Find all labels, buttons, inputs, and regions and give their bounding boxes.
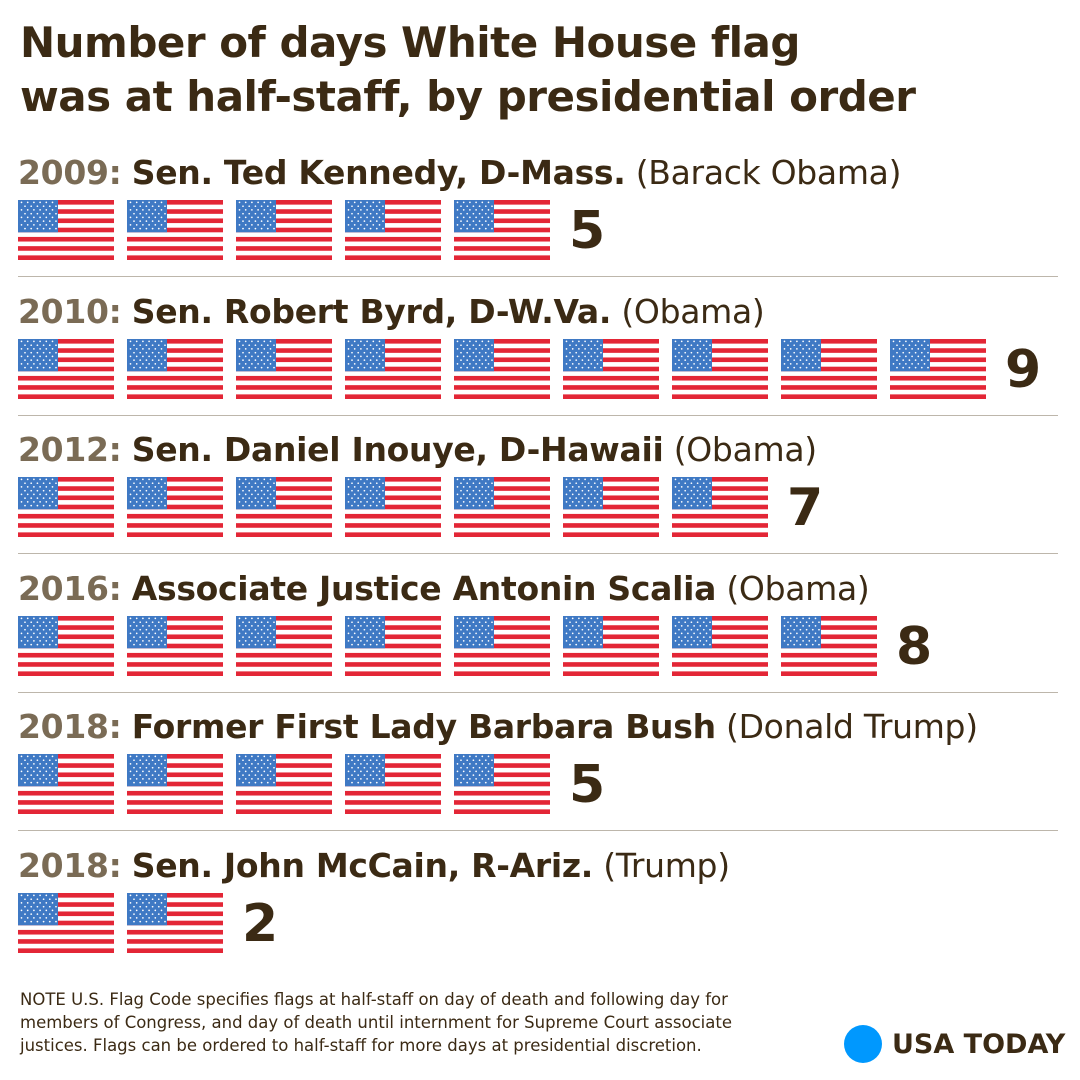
chart-title: Number of days White House flag was at h… [20, 16, 1060, 124]
us-flag-icon [236, 338, 332, 399]
row-divider [18, 830, 1058, 831]
row-president: (Obama) [726, 568, 870, 608]
row-honoree: Sen. John McCain, R-Ariz. [131, 845, 594, 885]
flag-strip [18, 754, 1058, 816]
footnote-line-1: NOTE U.S. Flag Code specifies flags at h… [20, 990, 728, 1009]
brand-circle-icon [844, 1025, 882, 1063]
us-flag-icon [236, 615, 332, 676]
us-flag-icon [236, 200, 332, 260]
row-label: 2012: Sen. Daniel Inouye, D-Hawaii (Obam… [18, 429, 817, 471]
us-flag-icon [563, 477, 659, 537]
row-divider [18, 414, 1058, 416]
us-flag-icon [672, 338, 768, 399]
brand-logo: USA TODAY [844, 1024, 1065, 1064]
row-honoree: Associate Justice Antonin Scalia [131, 568, 717, 608]
row-year: 2018: [18, 845, 122, 885]
us-flag-icon [18, 754, 114, 814]
row-divider [18, 691, 1058, 693]
us-flag-icon [454, 477, 550, 537]
row-year: 2012: [18, 430, 122, 469]
us-flag-icon [454, 200, 550, 260]
row-day-count: 8 [896, 616, 933, 677]
us-flag-icon [18, 338, 114, 399]
us-flag-icon [672, 615, 768, 676]
us-flag-icon [781, 615, 877, 676]
row-divider [18, 276, 1058, 277]
footnote-line-2: members of Congress, and day of death un… [20, 1013, 732, 1032]
us-flag-icon [563, 338, 659, 399]
us-flag-icon [18, 477, 114, 537]
us-flag-icon [127, 892, 223, 953]
row-label: 2016: Associate Justice Antonin Scalia (… [18, 568, 870, 610]
row-day-count: 7 [787, 478, 824, 538]
brand-name: USA TODAY [892, 1028, 1066, 1060]
row-label: 2009: Sen. Ted Kennedy, D-Mass. (Barack … [18, 152, 901, 194]
row-year: 2016: [18, 568, 122, 608]
us-flag-icon [127, 200, 223, 260]
row-label: 2010: Sen. Robert Byrd, D-W.Va. (Obama) [18, 291, 765, 333]
us-flag-icon [781, 338, 877, 399]
us-flag-icon [345, 338, 441, 399]
row-label: 2018: Sen. John McCain, R-Ariz. (Trump) [18, 845, 730, 887]
us-flag-icon [345, 754, 441, 814]
us-flag-icon [672, 477, 768, 537]
row-honoree: Sen. Robert Byrd, D-W.Va. [131, 291, 612, 331]
us-flag-icon [345, 477, 441, 537]
row-year: 2009: [18, 153, 122, 192]
us-flag-icon [127, 338, 223, 399]
row-honoree: Sen. Daniel Inouye, D-Hawaii [131, 430, 664, 469]
chart-row: 2010: Sen. Robert Byrd, D-W.Va. (Obama) 9 [18, 291, 1058, 416]
row-president: (Barack Obama) [635, 153, 902, 192]
row-label: 2018: Former First Lady Barbara Bush (Do… [18, 706, 978, 748]
footnote-line-3: justices. Flags can be ordered to half-s… [20, 1036, 702, 1055]
flag-strip [18, 892, 1058, 955]
us-flag-icon [345, 615, 441, 676]
row-year: 2018: [18, 707, 122, 746]
us-flag-icon [127, 615, 223, 676]
us-flag-icon [236, 754, 332, 814]
row-day-count: 2 [242, 893, 279, 954]
us-flag-icon [18, 200, 114, 260]
footnote: NOTE U.S. Flag Code specifies flags at h… [20, 988, 840, 1057]
chart-title-line-2: was at half-staff, by presidential order [20, 72, 916, 121]
row-president: (Trump) [603, 845, 730, 885]
row-year: 2010: [18, 291, 122, 331]
chart-row: 2012: Sen. Daniel Inouye, D-Hawaii (Obam… [18, 429, 1058, 554]
us-flag-icon [454, 338, 550, 399]
us-flag-icon [18, 615, 114, 676]
chart-row: 2018: Sen. John McCain, R-Ariz. (Trump) 2 [18, 845, 1058, 970]
row-day-count: 5 [569, 755, 606, 815]
us-flag-icon [563, 615, 659, 676]
row-day-count: 9 [1005, 339, 1042, 400]
row-honoree: Former First Lady Barbara Bush [131, 707, 716, 746]
chart-row: 2009: Sen. Ted Kennedy, D-Mass. (Barack … [18, 152, 1058, 277]
row-president: (Donald Trump) [726, 707, 978, 746]
us-flag-icon [127, 754, 223, 814]
us-flag-icon [127, 477, 223, 537]
flag-strip [18, 338, 1058, 401]
chart-row: 2016: Associate Justice Antonin Scalia (… [18, 568, 1058, 693]
chart-row: 2018: Former First Lady Barbara Bush (Do… [18, 706, 1058, 831]
row-divider [18, 553, 1058, 554]
flag-strip [18, 615, 1058, 678]
us-flag-icon [18, 892, 114, 953]
flag-strip [18, 477, 1058, 539]
row-day-count: 5 [569, 201, 606, 261]
us-flag-icon [345, 200, 441, 260]
us-flag-icon [454, 754, 550, 814]
row-honoree: Sen. Ted Kennedy, D-Mass. [131, 153, 626, 192]
chart-title-line-1: Number of days White House flag [20, 18, 800, 67]
flag-strip [18, 200, 1058, 262]
us-flag-icon [236, 477, 332, 537]
us-flag-icon [454, 615, 550, 676]
row-president: (Obama) [621, 291, 765, 331]
us-flag-icon [890, 338, 986, 399]
pictograph-rows: 2009: Sen. Ted Kennedy, D-Mass. (Barack … [18, 152, 1058, 970]
row-president: (Obama) [673, 430, 817, 469]
